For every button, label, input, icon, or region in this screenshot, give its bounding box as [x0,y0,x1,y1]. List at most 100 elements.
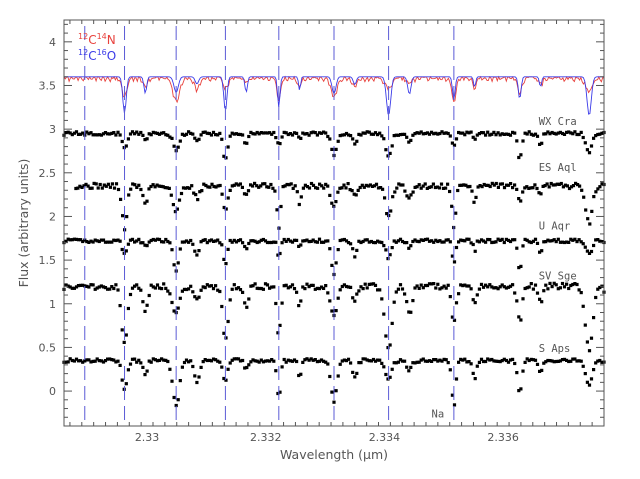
data-point [344,239,349,243]
data-point [469,287,473,291]
data-point [558,240,562,244]
data-point [338,238,342,243]
data-point [189,284,193,288]
data-point [542,289,546,293]
data-point [274,369,278,373]
data-point [481,359,486,364]
data-point [363,131,367,135]
data-point [238,132,243,137]
data-point [147,240,151,244]
data-point [320,184,324,188]
data-point [157,358,162,362]
data-point [317,237,322,241]
data-point [128,238,133,242]
data-point [141,133,145,137]
data-point [384,148,388,152]
x-tick-label: 2.332 [250,431,282,444]
data-point [476,185,480,189]
data-point [290,133,295,137]
data-point [407,196,411,200]
data-point [236,239,241,243]
data-point [385,212,389,216]
data-point [423,283,427,288]
data-point [430,239,434,243]
data-point [324,239,328,243]
data-point [488,358,492,362]
data-point [78,184,82,188]
data-point [110,131,114,135]
data-point [226,196,230,200]
data-point [153,131,157,135]
data-point [166,289,170,293]
data-point [400,287,405,291]
data-point [448,295,452,299]
data-point [363,282,367,286]
data-point [427,282,432,286]
data-point [336,190,340,194]
data-point [199,240,203,244]
data-point [238,182,242,186]
data-point [301,239,305,243]
data-point [529,132,533,136]
data-point [384,334,388,338]
data-point [80,185,84,189]
data-point [164,133,168,137]
data-point [569,283,573,288]
data-point [129,187,133,191]
data-point [417,360,421,364]
data-point [289,182,293,186]
data-point [465,360,469,364]
data-point [149,238,153,243]
data-point [376,288,380,292]
data-point [492,130,496,134]
data-point [340,238,344,242]
data-point [202,182,206,186]
data-point [89,239,93,243]
data-point [448,368,452,372]
data-point [463,133,467,137]
data-point [479,131,484,135]
data-point [164,286,168,290]
data-point [103,131,108,135]
data-point [261,182,265,186]
data-point [303,239,307,243]
data-point [81,360,85,364]
data-point [552,238,556,242]
data-point [92,181,96,185]
data-point [211,130,216,134]
data-point [457,240,461,244]
data-point [290,283,295,287]
data-point [160,287,164,291]
data-point [114,283,118,287]
data-point [371,357,376,362]
data-point [214,239,218,243]
data-point [366,184,370,188]
data-point [313,358,317,362]
data-point [539,192,543,196]
data-point [596,359,600,363]
data-point [242,192,247,196]
data-point [74,357,79,361]
data-point [533,132,538,136]
data-point [577,132,581,137]
data-point [116,288,120,292]
data-point [211,239,216,243]
data-point [374,182,379,186]
data-point [592,316,596,320]
data-point [193,249,197,253]
data-point [342,183,346,187]
data-point [589,336,594,340]
data-point [241,358,245,363]
data-point [508,358,513,362]
data-point [425,359,430,363]
data-point [101,285,106,289]
data-point [232,132,236,136]
data-point [407,140,411,144]
data-point [579,291,583,295]
data-point [334,200,338,204]
data-point [560,358,565,362]
data-point [415,284,419,288]
data-point [272,240,276,244]
data-point [547,185,551,189]
data-point [594,361,598,365]
